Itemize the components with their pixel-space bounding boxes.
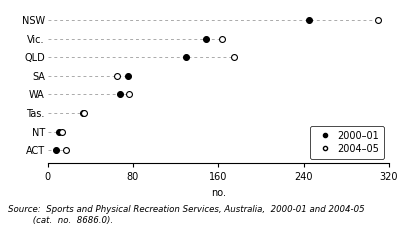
Point (114, 74, 120, 78)
Text: Source:  Sports and Physical Recreation Services, Australia,  2000-01 and 2004-0: Source: Sports and Physical Recreation S… (8, 205, 364, 225)
Point (218, 37, 225, 40)
Point (56, 130, 63, 133)
Point (202, 37, 209, 40)
Point (117, 93, 123, 96)
Point (58, 130, 65, 133)
X-axis label: no.: no. (211, 188, 226, 198)
Point (63, 148, 69, 152)
Point (306, 18, 312, 22)
Legend: 2000–01, 2004–05: 2000–01, 2004–05 (310, 126, 384, 159)
Point (231, 55, 237, 59)
Point (53, 148, 60, 152)
Point (375, 18, 382, 22)
Point (80, 111, 86, 115)
Point (125, 74, 131, 78)
Point (183, 55, 189, 59)
Point (125, 93, 132, 96)
Point (81, 111, 87, 115)
